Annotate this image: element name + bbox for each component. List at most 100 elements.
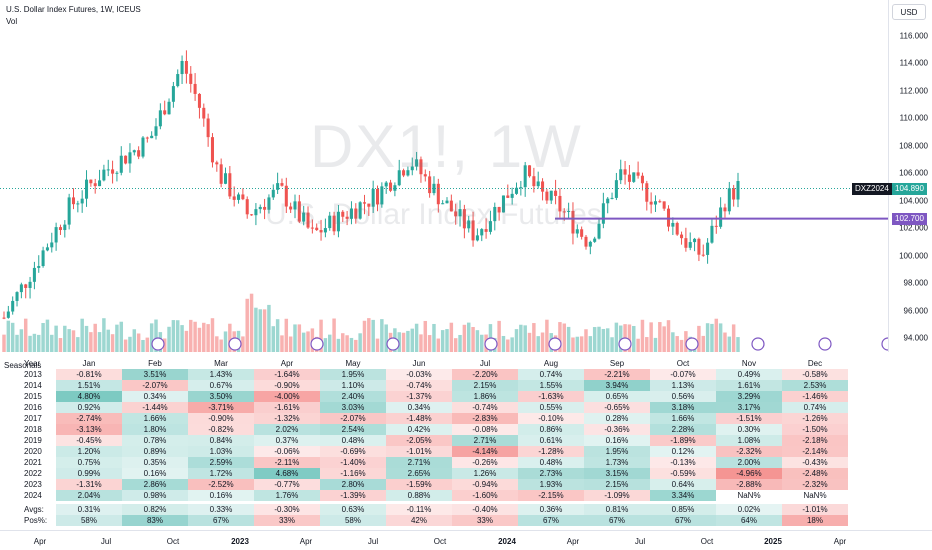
- candle-body: [98, 180, 102, 187]
- candle-body: [384, 182, 388, 187]
- candle-body: [354, 208, 358, 219]
- event-marker-icon[interactable]: [310, 337, 324, 351]
- volume-bar: [10, 322, 15, 352]
- table-cell: 2.15%: [452, 380, 518, 391]
- table-cell: -3.13%: [56, 424, 122, 435]
- table-cell: 2.28%: [650, 424, 716, 435]
- table-cell: -1.40%: [320, 457, 386, 468]
- candle-body: [111, 169, 115, 174]
- event-marker-icon[interactable]: [751, 337, 765, 351]
- event-marker-icon[interactable]: [548, 337, 562, 351]
- time-axis-label: 2024: [498, 537, 516, 546]
- table-cell: -1.50%: [782, 424, 848, 435]
- event-marker-icon[interactable]: [618, 337, 632, 351]
- candle-body: [484, 229, 488, 232]
- candle-body: [263, 206, 267, 210]
- table-cell: 0.61%: [518, 435, 584, 446]
- volume-bar: [367, 318, 371, 352]
- row-label: 2019: [24, 436, 42, 445]
- table-cell: -4.00%: [254, 391, 320, 402]
- candle-body: [697, 238, 701, 255]
- table-cell: May: [345, 359, 361, 368]
- volume-bar: [241, 336, 245, 352]
- symbol-description-watermark: U.S. Dollar Index Futures: [265, 198, 602, 231]
- volume-bar: [523, 325, 527, 352]
- chart-area[interactable]: [0, 0, 895, 352]
- volume-bar: [362, 320, 367, 352]
- volume-indicator-label[interactable]: Vol: [6, 17, 18, 26]
- candle-body: [232, 196, 236, 200]
- candle-body: [102, 169, 106, 181]
- symbol-title[interactable]: U.S. Dollar Index Futures, 1W, ICEUS: [6, 5, 141, 14]
- table-cell: 3.03%: [320, 402, 386, 413]
- table-cell: -0.43%: [782, 457, 848, 468]
- candle-body: [289, 206, 293, 210]
- volume-bar: [267, 304, 271, 352]
- time-axis[interactable]: Apr Jul Oct 2023 Apr Jul Oct 2024 Apr Jul Oct 2025 A…: [0, 530, 932, 550]
- table-cell: 1.10%: [320, 380, 386, 391]
- volume-bar: [584, 329, 588, 352]
- table-row: 2014 1.51% -2.07% 0.67% -0.90% 1.10% -0.74% 2.1…: [0, 380, 888, 391]
- table-cell: 83%: [122, 515, 188, 526]
- event-marker-icon[interactable]: [386, 337, 400, 351]
- table-cell: 67%: [584, 515, 650, 526]
- table-cell: Apr: [280, 359, 294, 368]
- candle-body: [284, 185, 288, 207]
- candle-body: [341, 211, 345, 217]
- volume-bar: [466, 322, 471, 352]
- volume-bar: [671, 332, 675, 352]
- table-cell: -0.90%: [188, 413, 254, 424]
- table-cell: -0.07%: [650, 369, 716, 380]
- volume-bar: [480, 334, 484, 352]
- table-cell: -0.11%: [386, 504, 452, 515]
- candle-body: [732, 188, 736, 200]
- table-cell: 0.31%: [56, 504, 122, 515]
- table-cell: 3.15%: [584, 468, 650, 479]
- table-cell: 0.74%: [782, 402, 848, 413]
- table-cell: 2.71%: [452, 435, 518, 446]
- candle-body: [315, 227, 319, 231]
- volume-bar: [632, 325, 636, 352]
- table-cell: 1.08%: [716, 435, 782, 446]
- volume-bar: [167, 326, 171, 352]
- volume-bar: [566, 326, 571, 352]
- volume-bar: [71, 330, 76, 352]
- event-marker-icon[interactable]: [685, 337, 699, 351]
- table-cell: 33%: [452, 515, 518, 526]
- table-cell: 1.95%: [320, 369, 386, 380]
- event-marker-icon[interactable]: [484, 337, 498, 351]
- table-cell: 0.48%: [320, 435, 386, 446]
- volume-bar: [458, 334, 462, 352]
- table-row: 2019 -0.45% 0.78% 0.84% 0.37% 0.48% -2.05% 2.71…: [0, 435, 888, 446]
- candle-body: [184, 60, 188, 74]
- candle-body: [680, 234, 684, 239]
- candle-body: [606, 198, 610, 204]
- table-cell: -1.51%: [716, 413, 782, 424]
- table-cell: -2.14%: [782, 446, 848, 457]
- price-scale-label: 94.000: [903, 333, 928, 343]
- table-cell: -1.63%: [518, 391, 584, 402]
- volume-bar: [197, 327, 202, 352]
- volume-bar: [475, 330, 480, 352]
- volume-bar: [592, 327, 597, 352]
- table-cell: 0.42%: [386, 424, 452, 435]
- event-marker-icon[interactable]: [228, 337, 242, 351]
- candle-body: [167, 101, 171, 115]
- currency-button[interactable]: USD: [892, 4, 926, 20]
- table-cell: 58%: [56, 515, 122, 526]
- table-cell: 67%: [650, 515, 716, 526]
- price-scale[interactable]: 116.000 114.000 112.000 110.000 108.000 106.0…: [888, 0, 932, 352]
- volume-bar: [280, 335, 284, 352]
- event-marker-icon[interactable]: [151, 337, 165, 351]
- event-marker-icon[interactable]: [818, 337, 832, 351]
- volume-bar: [714, 318, 719, 352]
- price-chart[interactable]: [0, 0, 895, 352]
- table-cell: -0.90%: [254, 380, 320, 391]
- candle-body: [258, 206, 262, 210]
- table-cell: 3.29%: [716, 391, 782, 402]
- volume-bar: [215, 336, 219, 352]
- table-cell: -1.26%: [782, 413, 848, 424]
- table-cell: -0.94%: [452, 479, 518, 490]
- volume-bar: [731, 324, 736, 352]
- table-cell: -2.32%: [782, 479, 848, 490]
